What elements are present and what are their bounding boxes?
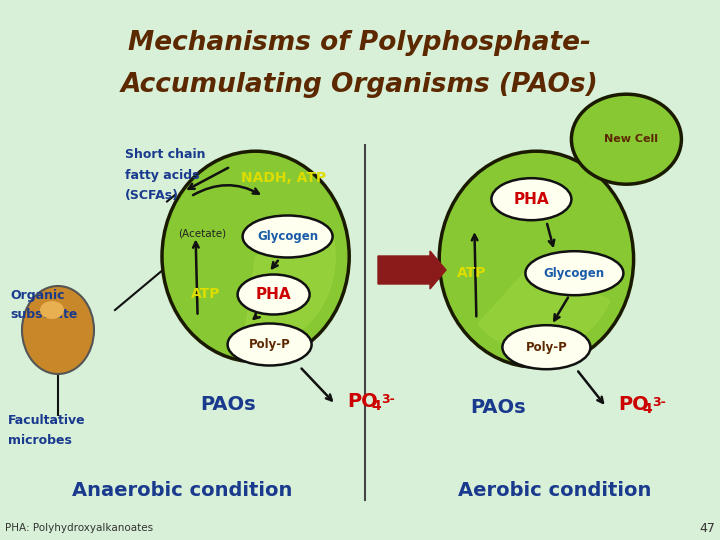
Text: Anaerobic condition: Anaerobic condition xyxy=(72,481,292,500)
Ellipse shape xyxy=(439,151,634,367)
Text: Organic: Organic xyxy=(10,288,65,301)
Ellipse shape xyxy=(243,215,333,258)
Ellipse shape xyxy=(526,251,624,295)
Ellipse shape xyxy=(238,274,310,314)
Text: Facultative: Facultative xyxy=(8,414,86,427)
Ellipse shape xyxy=(491,178,572,220)
Text: (Acetate): (Acetate) xyxy=(178,228,226,238)
Text: Accumulating Organisms (PAOs): Accumulating Organisms (PAOs) xyxy=(121,72,599,98)
Text: fatty acids: fatty acids xyxy=(125,168,199,181)
Text: Poly-P: Poly-P xyxy=(526,341,567,354)
Text: Poly-P: Poly-P xyxy=(248,338,290,351)
Text: NADH, ATP: NADH, ATP xyxy=(241,172,326,186)
Text: PO: PO xyxy=(618,395,649,414)
Ellipse shape xyxy=(228,323,312,366)
Text: PHA: Polyhydroxyalkanoates: PHA: Polyhydroxyalkanoates xyxy=(5,523,153,533)
Text: 3-: 3- xyxy=(382,393,395,406)
Ellipse shape xyxy=(22,286,94,374)
Text: substrate: substrate xyxy=(10,308,77,321)
Polygon shape xyxy=(243,230,335,346)
Text: 4: 4 xyxy=(372,400,382,414)
Text: ATP: ATP xyxy=(456,266,486,280)
Ellipse shape xyxy=(572,94,681,184)
Text: microbes: microbes xyxy=(8,434,72,447)
Ellipse shape xyxy=(503,325,590,369)
Text: PAOs: PAOs xyxy=(471,397,526,417)
Text: 3-: 3- xyxy=(652,396,666,409)
Text: ATP: ATP xyxy=(191,287,220,301)
Text: 4: 4 xyxy=(642,402,652,416)
Text: 47: 47 xyxy=(699,522,715,535)
Text: PAOs: PAOs xyxy=(199,395,256,414)
Text: (SCFAs): (SCFAs) xyxy=(125,188,179,201)
Polygon shape xyxy=(478,259,610,351)
Text: PHA: PHA xyxy=(513,192,549,207)
Text: Glycogen: Glycogen xyxy=(257,230,318,243)
Text: Aerobic condition: Aerobic condition xyxy=(459,481,652,500)
Ellipse shape xyxy=(162,151,349,362)
FancyArrow shape xyxy=(378,251,446,289)
Ellipse shape xyxy=(40,301,64,319)
Text: Glycogen: Glycogen xyxy=(544,267,605,280)
Text: PHA: PHA xyxy=(256,287,292,302)
Text: PO: PO xyxy=(348,392,378,411)
Text: Short chain: Short chain xyxy=(125,148,205,161)
Text: Mechanisms of Polyphosphate-: Mechanisms of Polyphosphate- xyxy=(128,30,592,56)
Text: New Cell: New Cell xyxy=(604,134,658,144)
